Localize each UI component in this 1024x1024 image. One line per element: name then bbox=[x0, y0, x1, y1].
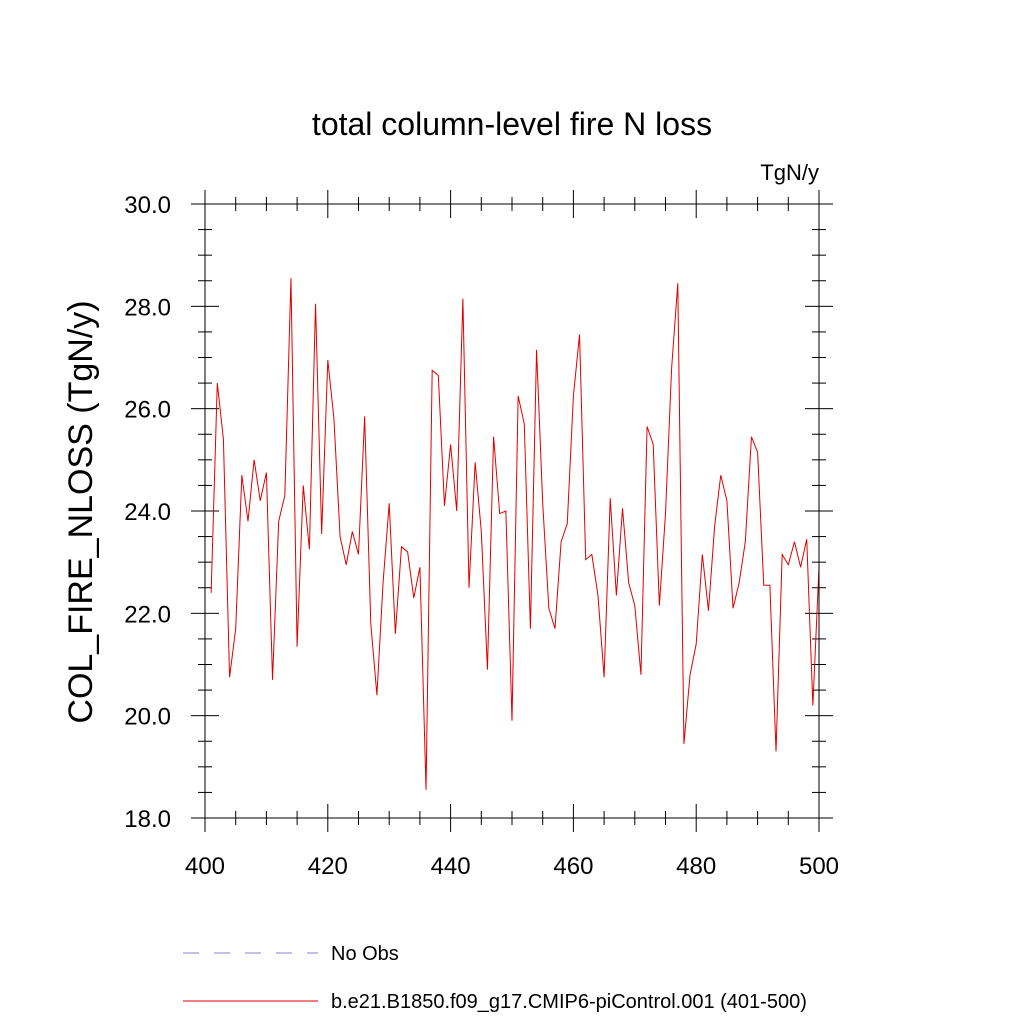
y-tick-label: 30.0 bbox=[124, 192, 171, 219]
y-tick-label: 24.0 bbox=[124, 499, 171, 526]
y-tick-label: 26.0 bbox=[124, 397, 171, 424]
y-tick-label: 28.0 bbox=[124, 294, 171, 321]
plot-frame bbox=[204, 203, 820, 819]
x-tick-label: 420 bbox=[308, 853, 348, 880]
x-tick-label: 500 bbox=[799, 853, 839, 880]
x-tick-label: 460 bbox=[553, 853, 593, 880]
y-tick-label: 20.0 bbox=[124, 704, 171, 731]
x-axis: 400 420 440 460 480 500 bbox=[185, 190, 839, 880]
x-tick-label: 480 bbox=[676, 853, 716, 880]
series-layer bbox=[210, 278, 820, 790]
legend-label-model: b.e21.B1850.f09_g17.CMIP6-piControl.001 … bbox=[331, 991, 807, 1013]
legend: No Obs b.e21.B1850.f09_g17.CMIP6-piContr… bbox=[183, 943, 807, 1013]
chart-title: total column-level fire N loss bbox=[312, 106, 712, 142]
x-tick-label: 440 bbox=[431, 853, 471, 880]
y-axis-label: COL_FIRE_NLOSS (TgN/y) bbox=[62, 300, 100, 723]
y-axis: 18.0 20.0 22.0 24.0 26.0 28.0 30.0 bbox=[124, 192, 833, 833]
y-tick-label: 22.0 bbox=[124, 601, 171, 628]
x-tick-label: 400 bbox=[185, 853, 225, 880]
series-line bbox=[210, 278, 820, 790]
legend-label-no-obs: No Obs bbox=[331, 943, 399, 965]
y-tick-label: 18.0 bbox=[124, 806, 171, 833]
units-label: TgN/y bbox=[760, 160, 819, 185]
